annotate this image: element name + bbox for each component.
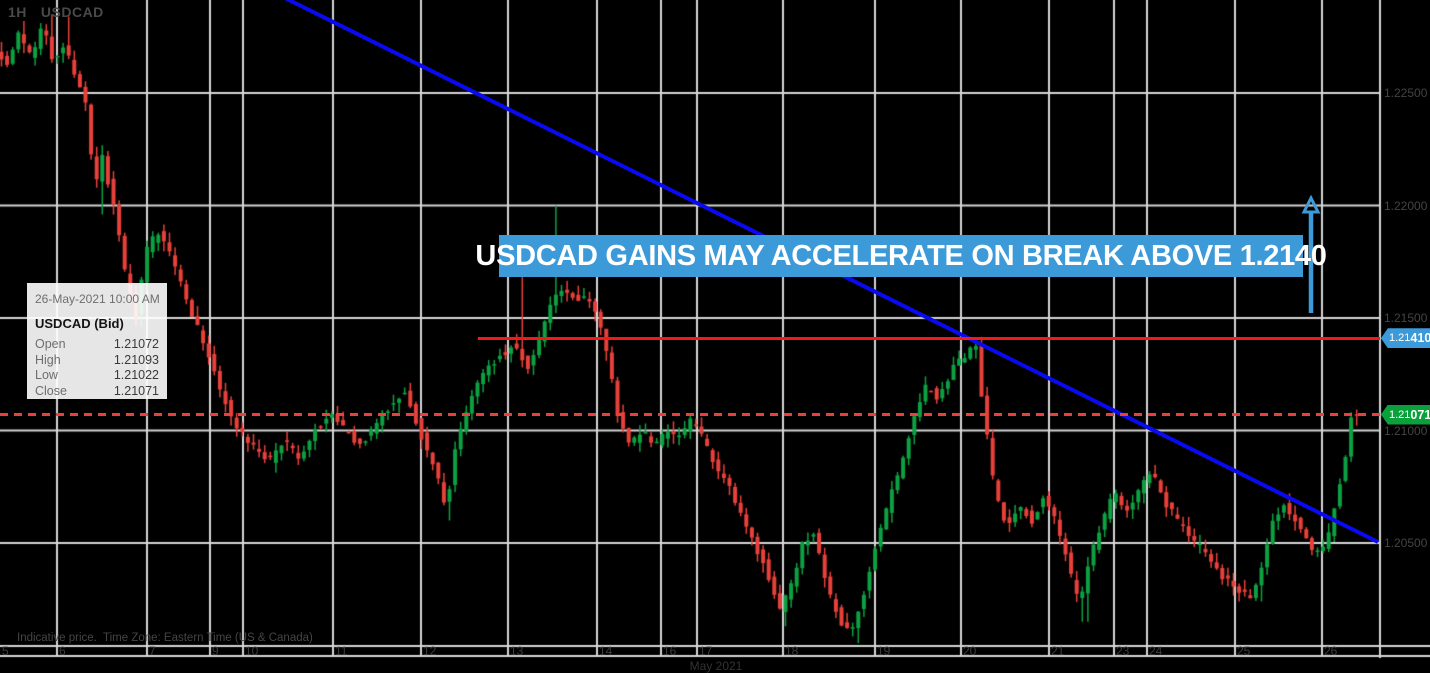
- time-axis-tick: 16: [663, 644, 677, 658]
- price-axis-tick: 1.21500: [1384, 311, 1428, 325]
- time-axis-tick: 24: [1149, 644, 1163, 658]
- tooltip-row-value: 1.21093: [113, 352, 159, 367]
- tooltip-title: USDCAD (Bid): [35, 316, 124, 331]
- resistance-tag-prefix: 1.21: [1389, 332, 1411, 345]
- time-axis-tick: 21: [1051, 644, 1065, 658]
- symbol-label: 1H USDCAD: [8, 4, 104, 20]
- tooltip-datetime: 26-May-2021 10:00 AM: [35, 292, 160, 306]
- time-axis-tick: 25: [1237, 644, 1251, 658]
- resistance-tag-digits: 410: [1410, 331, 1430, 346]
- tooltip-row-label: Close: [35, 383, 67, 398]
- current-tag-digits: 071: [1410, 407, 1430, 422]
- tooltip-row-label: Low: [35, 368, 58, 382]
- current-price-tag: 1.21 071: [1381, 404, 1430, 425]
- time-axis-tick: 11: [335, 644, 348, 658]
- current-tag-prefix: 1.21: [1389, 408, 1411, 421]
- headline-text: USDCAD GAINS MAY ACCELERATE ON BREAK ABO…: [475, 239, 1327, 272]
- tooltip-row: High 1.21093: [35, 353, 159, 369]
- symbol-name: USDCAD: [40, 4, 104, 20]
- tooltip-row-label: Open: [35, 337, 66, 351]
- time-axis-tick: 12: [423, 644, 437, 658]
- price-axis-tick: 1.22500: [1384, 86, 1428, 100]
- ohlc-tooltip: 26-May-2021 10:00 AM USDCAD (Bid) Open 1.…: [27, 283, 167, 399]
- time-axis-tick: 20: [963, 644, 977, 658]
- time-axis-tick: 18: [785, 644, 799, 658]
- tooltip-row-value: 1.21022: [113, 368, 159, 382]
- up-arrow-head-icon: [1301, 194, 1321, 214]
- tooltip-row-label: High: [35, 352, 61, 367]
- time-axis-tick: 14: [599, 644, 613, 658]
- resistance-price-tag: 1.21 410: [1381, 328, 1430, 349]
- tooltip-row: Close 1.21071: [35, 384, 159, 400]
- time-axis-tick: 6: [59, 644, 66, 658]
- indicative-price-note: Indicative price.: [17, 632, 97, 644]
- time-axis-tick: 9: [212, 644, 219, 658]
- month-label: May 2021: [689, 659, 743, 673]
- price-axis-tick: 1.22000: [1384, 198, 1428, 213]
- time-axis-tick: 5: [2, 644, 9, 658]
- price-axis-tick: 1.21000: [1384, 423, 1428, 438]
- price-axis-tick: 1.20500: [1384, 536, 1428, 550]
- tooltip-row: Open 1.21072: [35, 337, 159, 353]
- tooltip-row-value: 1.21071: [113, 383, 159, 398]
- time-axis-tick: 23: [1116, 644, 1130, 658]
- resistance-line[interactable]: [478, 336, 1380, 340]
- headline-banner[interactable]: USDCAD GAINS MAY ACCELERATE ON BREAK ABO…: [475, 235, 1327, 277]
- tooltip-row: Low 1.21022: [35, 368, 159, 384]
- time-axis-tick: 26: [1324, 644, 1338, 658]
- time-axis-tick: 10: [245, 644, 259, 658]
- time-axis-tick: 7: [149, 644, 156, 658]
- time-axis-tick: 17: [699, 644, 713, 658]
- tooltip-row-value: 1.21072: [113, 337, 159, 351]
- tooltip-rows: Open 1.21072 High 1.21093 Low 1.21022 Close 1.2…: [35, 337, 159, 399]
- current-price-dashed-line[interactable]: [0, 413, 1380, 417]
- timeframe-label: 1H: [8, 4, 27, 20]
- time-axis-tick: 19: [877, 644, 891, 658]
- timezone-note: Time Zone: Eastern Time (US & Canada): [103, 632, 313, 644]
- time-axis-tick: 13: [510, 644, 524, 658]
